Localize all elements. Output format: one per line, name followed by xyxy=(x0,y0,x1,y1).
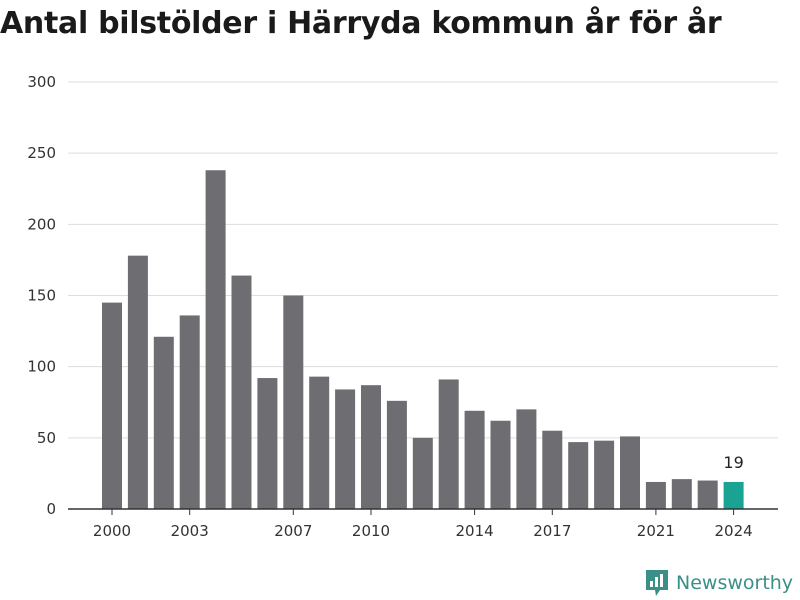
bar-2000 xyxy=(102,302,122,509)
bar-2012 xyxy=(412,437,433,509)
bar-2014 xyxy=(464,410,485,509)
bars xyxy=(102,170,744,509)
x-tick-label: 2010 xyxy=(352,522,390,540)
bar-2018 xyxy=(568,442,589,509)
bar-2024 xyxy=(723,481,744,509)
bar-2006 xyxy=(257,378,278,509)
bar-2019 xyxy=(594,440,615,509)
bar-2013 xyxy=(438,379,459,509)
y-tick-label: 100 xyxy=(27,358,56,376)
x-tick-label: 2000 xyxy=(93,522,131,540)
newsworthy-logo: Newsworthy xyxy=(644,568,793,598)
x-tick-label: 2021 xyxy=(637,522,675,540)
bar-2001 xyxy=(127,255,148,509)
y-tick-label: 50 xyxy=(37,429,56,447)
x-tick-label: 2003 xyxy=(171,522,209,540)
x-tick-label: 2014 xyxy=(456,522,494,540)
bar-2011 xyxy=(386,400,407,509)
bar-2017 xyxy=(542,430,563,509)
bar-2007 xyxy=(283,295,304,509)
y-tick-label: 0 xyxy=(46,500,56,518)
y-axis-ticks: 0 50 100 150 200 250 300 xyxy=(27,73,56,518)
x-tick-label: 2024 xyxy=(715,522,753,540)
bar-2021 xyxy=(645,481,666,509)
bar-2008 xyxy=(309,376,330,509)
bar-2009 xyxy=(335,389,356,509)
bar-2022 xyxy=(671,479,692,509)
gridlines xyxy=(68,81,778,439)
bar-2002 xyxy=(153,336,174,509)
x-axis-ticks: 2000 2003 2007 2010 2014 2017 2021 2024 xyxy=(93,509,753,540)
y-tick-label: 300 xyxy=(27,73,56,91)
bar-2003 xyxy=(179,315,200,509)
bar-2016 xyxy=(516,409,537,509)
x-tick-label: 2007 xyxy=(274,522,312,540)
data-labels: 19 xyxy=(723,453,743,472)
bar-2023 xyxy=(697,480,718,509)
bar-2010 xyxy=(361,385,381,509)
x-tick-label: 2017 xyxy=(533,522,571,540)
y-tick-label: 250 xyxy=(27,144,56,162)
data-label: 19 xyxy=(723,453,743,472)
chart-title: Antal bilstölder i Härryda kommun år för… xyxy=(0,6,722,41)
bar-2004 xyxy=(205,170,226,509)
bar-2015 xyxy=(490,420,511,509)
y-tick-label: 200 xyxy=(27,215,56,233)
y-tick-label: 150 xyxy=(27,287,56,305)
newsworthy-icon xyxy=(646,570,668,596)
bar-2020 xyxy=(620,436,640,509)
brand-name: Newsworthy xyxy=(676,572,794,594)
bar-2005 xyxy=(231,275,252,509)
